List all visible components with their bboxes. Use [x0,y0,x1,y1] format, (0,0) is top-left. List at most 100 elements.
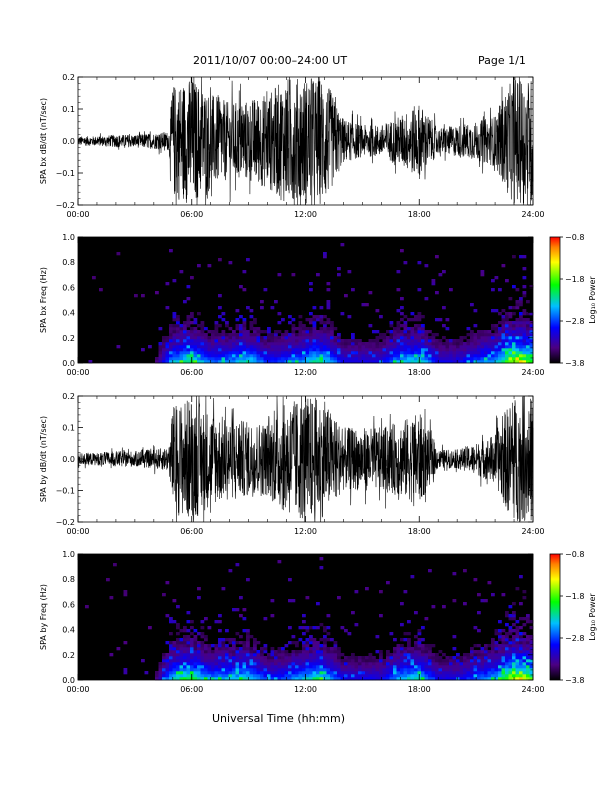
heatmap-cell [372,345,376,349]
heatmap-cell [326,288,331,292]
heatmap-cell [242,608,247,612]
heatmap-cell [428,345,432,349]
heatmap-cell [480,273,485,277]
heatmap-cell [494,348,499,352]
heatmap-cell [165,354,170,358]
colorbar-tick-label: −0.8 [565,233,584,242]
heatmap-cell [260,360,264,364]
heatmap-cell [221,345,226,349]
heatmap-cell [417,351,422,355]
heatmap-cell [501,309,506,313]
heatmap-cell [428,650,432,654]
x-tick-label: 00:00 [66,368,89,377]
heatmap-cell [470,330,474,334]
heatmap-cell [176,650,180,654]
heatmap-cell [291,336,296,340]
heatmap-cell [204,644,208,648]
heatmap-cell [372,330,376,334]
heatmap-cell [267,333,271,337]
heatmap-cell [302,656,306,660]
heatmap-cell [519,339,523,343]
heatmap-cell [165,342,170,346]
heatmap-cell [361,354,366,358]
heatmap-cell [512,629,516,633]
heatmap-cell [193,650,198,654]
heatmap-cell [260,330,264,334]
colorbar-tick-label: −3.8 [565,676,584,685]
heatmap-cell [172,650,177,654]
heatmap-cell [302,351,306,355]
heatmap-cell [305,336,310,340]
heatmap-cell [330,324,334,328]
heatmap-cell [400,249,404,253]
heatmap-cell [466,662,471,666]
heatmap-cell [183,339,187,343]
heatmap-cell [340,345,345,349]
heatmap-cell [410,662,415,666]
heatmap-cell [400,336,404,340]
heatmap-cell [410,360,415,364]
heatmap-cell [337,345,341,349]
heatmap-cell [344,671,348,675]
heatmap-cell [389,659,394,663]
heatmap-cell [515,662,520,666]
heatmap-cell [316,626,320,630]
heatmap-cell [375,671,380,675]
heatmap-cell [361,342,366,346]
heatmap-cell [428,354,432,358]
heatmap-cell [190,641,194,645]
heatmap-cell [284,653,289,657]
heatmap-cell [382,674,387,678]
heatmap-cell [498,635,502,639]
heatmap-cell [190,330,194,334]
heatmap-cell [218,342,222,346]
heatmap-cell [365,677,369,681]
heatmap-cell [249,351,254,355]
heatmap-cell [372,351,376,355]
heatmap-cell [491,360,495,364]
heatmap-cell [204,647,208,651]
heatmap-cell [291,599,296,603]
heatmap-cell [519,297,523,301]
heatmap-cell [519,674,523,678]
heatmap-cell [323,626,327,630]
heatmap-cell [487,581,492,585]
heatmap-cell [361,662,366,666]
heatmap-cell [428,357,432,361]
heatmap-cell [316,671,320,675]
heatmap-cell [403,354,408,358]
heatmap-cell [263,656,268,660]
heatmap-cell [256,662,261,666]
heatmap-cell [337,674,341,678]
heatmap-cell [291,357,296,361]
heatmap-cell [424,671,429,675]
heatmap-cell [400,644,404,648]
heatmap-cell [522,674,527,678]
heatmap-cell [505,644,509,648]
heatmap-cell [515,629,520,633]
heatmap-cell [424,345,429,349]
heatmap-cell [172,312,177,316]
heatmap-cell [200,671,205,675]
heatmap-cell [186,285,191,289]
heatmap-cell [204,650,208,654]
heatmap-cell [389,354,394,358]
heatmap-cell [477,357,481,361]
heatmap-cell [260,674,264,678]
heatmap-cell [354,342,359,346]
heatmap-cell [396,647,401,651]
heatmap-cell [424,617,429,621]
heatmap-cell [326,647,331,651]
heatmap-cell [260,339,264,343]
heatmap-cell [309,626,313,630]
heatmap-cell [435,348,439,352]
heatmap-cell [452,357,457,361]
heatmap-cell [508,336,513,340]
heatmap-cell [253,345,257,349]
heatmap-cell [298,662,303,666]
heatmap-cell [522,644,527,648]
heatmap-cell [176,656,180,660]
heatmap-cell [512,650,516,654]
heatmap-cell [386,342,390,346]
heatmap-cell [288,677,292,681]
